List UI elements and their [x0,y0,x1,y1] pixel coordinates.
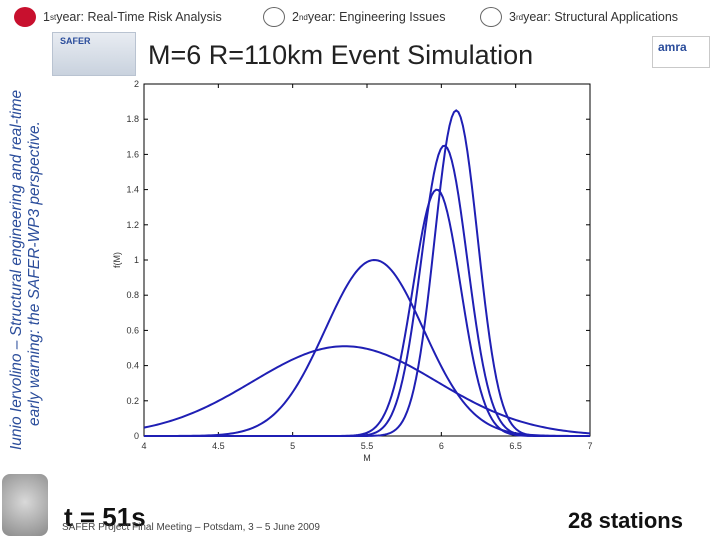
nav-year-2-circle-icon [263,7,285,27]
series-line-curve-1 [143,345,591,435]
amra-logo-text: amra [658,40,687,54]
magnitude-pdf-chart: 4 4.5 5 5.5 6 6.5 7 0 0.2 0.4 0.6 0.8 1 1.2 1.4 1.6 1.8 2… [112,79,593,463]
x-tick-label: 7 [587,441,592,451]
x-axis-label: M [363,453,371,463]
y-tick-label: 1.2 [126,220,139,230]
x-tick-label: 6 [439,441,444,451]
university-seal-logo [2,474,48,536]
plot-frame [143,83,591,437]
y-tick-label: 1.6 [126,149,139,159]
y-tick-label: 0.4 [126,361,139,371]
x-tick-label: 4.5 [212,441,225,451]
x-tick-label: 5.5 [361,441,374,451]
safer-logo [52,32,136,76]
nav-year-1-num: 1 [43,10,50,24]
y-tick-label: 2 [134,79,139,89]
side-vertical-text: Iunio Iervolino – Structural engineering… [8,90,44,450]
side-strip [0,30,50,468]
y-axis-label: f(M) [112,252,122,268]
safer-logo-text: SAFER [60,36,91,46]
y-tick-label: 1.4 [126,185,139,195]
y-tick-label: 1.8 [126,114,139,124]
x-tick-label: 4 [141,441,146,451]
nav-year-3-num: 3 [509,10,516,24]
amra-logo [652,36,710,68]
stations-readout: 28 stations [568,508,683,533]
series-line-curve-5 [144,109,590,437]
nav-year-2-label: year: Engineering Issues [307,10,446,24]
nav-year-2-num: 2 [292,10,299,24]
slide-title: M=6 R=110km Event Simulation [148,40,534,70]
side-line-2: early warning: the SAFER-WP3 perspective… [26,121,43,426]
nav-year-1-label: year: Real-Time Risk Analysis [56,10,222,24]
footer-text: SAFER Project Final Meeting – Potsdam, 3… [62,522,320,533]
nav-year-3-circle-icon [480,7,502,27]
side-line-1: Iunio Iervolino – Structural engineering… [8,89,25,450]
y-tick-label: 0.2 [126,396,139,406]
y-tick-label: 0.8 [126,290,139,300]
nav-year-2-sup: nd [298,12,308,22]
x-tick-label: 6.5 [509,441,522,451]
y-tick-label: 1 [134,255,139,265]
nav-year-1-circle-icon [14,7,36,27]
nav-year-3-label: year: Structural Applications [523,10,679,24]
x-tick-label: 5 [290,441,295,451]
nav-year-1-sup: st [49,12,57,22]
y-tick-label: 0 [134,431,139,441]
y-tick-label: 0.6 [126,325,139,335]
time-readout: t = 51s [64,502,146,532]
nav-year-3-sup: rd [515,12,524,22]
